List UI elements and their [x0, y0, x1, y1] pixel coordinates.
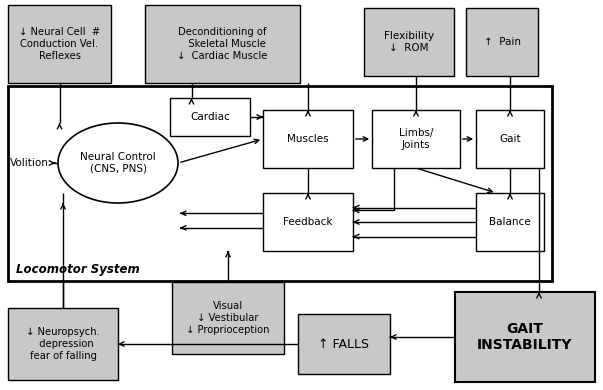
Bar — [8, 308, 118, 380]
Bar — [298, 314, 390, 374]
Text: ↑ FALLS: ↑ FALLS — [318, 337, 370, 351]
Text: ↓ Neuropsych.
  depression
fear of falling: ↓ Neuropsych. depression fear of falling — [26, 327, 100, 361]
Text: Cardiac: Cardiac — [190, 112, 230, 122]
Text: Neural Control
(CNS, PNS): Neural Control (CNS, PNS) — [80, 152, 156, 174]
Text: Limbs/
Joints: Limbs/ Joints — [399, 128, 433, 150]
Bar — [364, 8, 454, 76]
Text: Balance: Balance — [489, 217, 531, 227]
Bar — [8, 86, 552, 281]
Text: Volition: Volition — [10, 158, 49, 168]
Ellipse shape — [58, 123, 178, 203]
Text: Visual
↓ Vestibular
↓ Proprioception: Visual ↓ Vestibular ↓ Proprioception — [186, 301, 270, 335]
Bar — [476, 193, 544, 251]
Bar — [466, 8, 538, 76]
Text: ↓ Neural Cell  #
Conduction Vel.
Reflexes: ↓ Neural Cell # Conduction Vel. Reflexes — [19, 27, 100, 60]
Bar — [263, 193, 353, 251]
Bar — [8, 5, 111, 83]
Bar — [172, 282, 284, 354]
Text: Gait: Gait — [499, 134, 521, 144]
Bar — [145, 5, 300, 83]
Text: Locomotor System: Locomotor System — [16, 262, 140, 275]
Bar — [455, 292, 595, 382]
Text: Flexibility
↓  ROM: Flexibility ↓ ROM — [384, 31, 434, 53]
Bar — [372, 110, 460, 168]
Text: Deconditioning of
   Skeletal Muscle
↓  Cardiac Muscle: Deconditioning of Skeletal Muscle ↓ Card… — [177, 27, 268, 60]
Text: Feedback: Feedback — [283, 217, 333, 227]
Text: ↑  Pain: ↑ Pain — [484, 37, 520, 47]
Text: Muscles: Muscles — [287, 134, 329, 144]
Bar — [170, 98, 250, 136]
Bar — [263, 110, 353, 168]
Bar — [476, 110, 544, 168]
Text: GAIT
INSTABILITY: GAIT INSTABILITY — [477, 322, 573, 352]
